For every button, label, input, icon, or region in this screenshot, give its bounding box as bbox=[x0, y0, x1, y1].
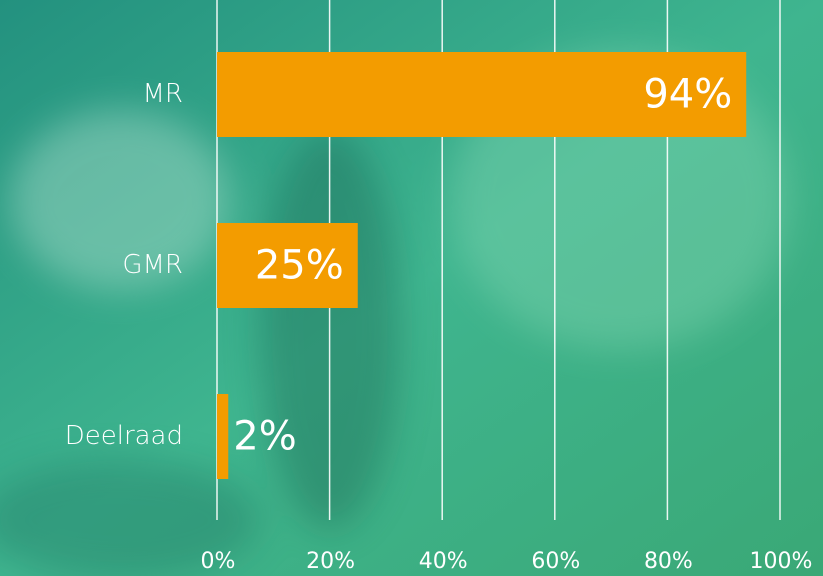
x-tick-label: 80% bbox=[644, 549, 693, 574]
x-tick-label: 0% bbox=[201, 549, 236, 574]
page: 0%20%40%60%80%100%MR94%GMR25%Deelraad2% … bbox=[0, 0, 823, 576]
value-label: 2% bbox=[233, 414, 296, 460]
category-label: MR bbox=[143, 79, 184, 109]
chart: 0% 20% 40% 60% 80% 100% MR 94% GMR 25% Deelraad 2% bbox=[0, 0, 823, 576]
category-label: Deelraad bbox=[65, 421, 183, 451]
value-label: 25% bbox=[255, 243, 344, 289]
x-tick-label: 20% bbox=[306, 549, 355, 574]
x-tick-label: 40% bbox=[419, 549, 468, 574]
x-tick-label: 100% bbox=[750, 549, 813, 574]
bar bbox=[217, 394, 228, 479]
category-label: GMR bbox=[122, 250, 183, 280]
x-tick-label: 60% bbox=[531, 549, 580, 574]
value-label: 94% bbox=[643, 72, 732, 118]
